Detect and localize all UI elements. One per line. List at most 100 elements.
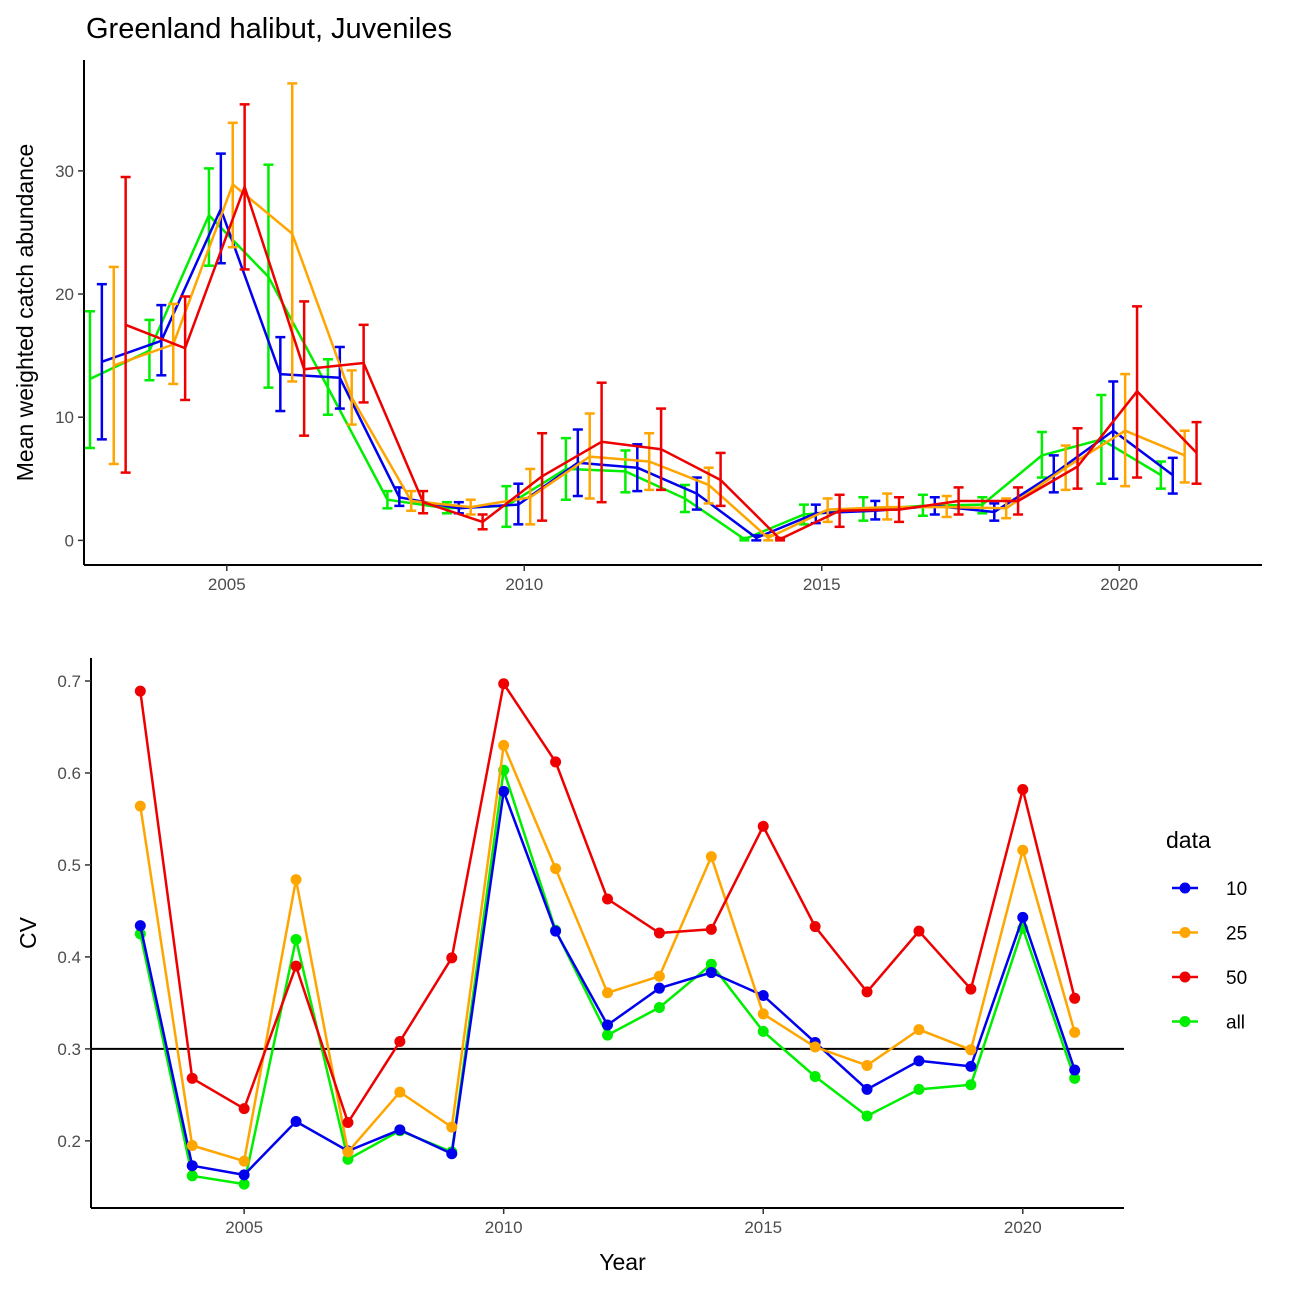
data-point [602,893,613,905]
x-tick-label: 2010 [485,1218,523,1237]
series-line-10 [139,790,1076,1177]
x-tick-label: 2015 [803,575,841,594]
legend-key-point [1179,882,1191,894]
data-point [290,1116,302,1128]
legend-label: 25 [1226,924,1247,945]
data-point [238,1155,250,1167]
data-point [653,927,665,939]
data-point [861,1059,873,1071]
legend-key-point [1179,927,1191,938]
data-point [446,1121,458,1133]
data-point [1069,1072,1081,1084]
data-point [186,1170,198,1182]
data-point [913,1083,925,1095]
data-point [238,1169,250,1181]
data-point [913,1024,925,1036]
data-point [342,1116,354,1128]
y-tick-label: 0.7 [57,672,81,691]
data-point [602,1029,613,1041]
y-tick-label: 0.3 [57,1040,81,1059]
data-point [705,958,717,970]
data-point [290,874,302,886]
data-point [965,1079,977,1091]
data-point [550,756,562,768]
series-all [134,764,1081,1190]
data-point [705,967,717,979]
legend-label: 10 [1226,879,1247,900]
data-point [913,1055,925,1067]
y-tick-label: 20 [55,285,74,304]
series-line-10 [101,207,1174,540]
data-point [1069,1026,1081,1038]
data-point [1017,784,1029,796]
data-point [1069,1064,1081,1076]
chart-title: Greenland halibut, Juveniles [86,13,452,45]
data-point [550,863,562,875]
data-point [134,800,146,812]
data-point [913,925,925,937]
data-point [861,986,873,998]
data-point [1069,992,1081,1004]
data-point [965,1060,977,1072]
legend-key-point [1179,971,1191,983]
series-line-25 [113,183,1186,540]
data-point [705,851,717,863]
data-point [238,1103,250,1115]
series-50 [134,678,1081,1128]
chart-panel-1: 0 10 20 30 2005 2010 2015 2020 Greenland halibut… [12,13,1262,594]
data-point [394,1124,406,1136]
data-point [186,1160,198,1172]
data-point [394,1036,406,1048]
data-point [757,990,769,1002]
legend: data 10 25 50 all [1166,827,1247,1034]
y-tick-label: 0.4 [57,948,81,967]
data-point [394,1086,406,1098]
y-tick-label: 0.2 [57,1132,81,1151]
y-tick-label: 0.6 [57,764,81,783]
data-point [653,970,665,982]
series-line-25 [139,744,1076,1163]
data-point [809,921,821,933]
data-point [498,739,510,751]
x-tick-label: 2020 [1100,575,1138,594]
data-point [809,1070,821,1082]
data-point [653,1001,665,1013]
data-point [1017,844,1029,856]
data-point [602,1019,613,1031]
series-line-all [89,213,1162,541]
data-point [965,983,977,995]
series-line-50 [125,185,1198,541]
data-point [342,1146,354,1158]
data-point [238,1178,250,1190]
y-axis-title: Mean weighted catch abundance [12,144,38,482]
data-point [186,1072,198,1084]
data-point [602,987,613,999]
data-point [705,923,717,935]
data-point [861,1083,873,1095]
data-point [757,1025,769,1037]
x-tick-label: 2020 [1004,1218,1042,1237]
legend-label: 50 [1226,968,1247,989]
series-line-all [139,768,1076,1186]
data-point [134,685,146,697]
y-tick-label: 10 [55,408,74,427]
data-point [757,820,769,832]
series-25 [134,739,1081,1167]
data-point [290,933,302,945]
legend-key-point [1179,1016,1191,1027]
y-tick-label: 30 [55,162,74,181]
data-point [498,678,510,690]
x-axis-title: Year [599,1249,646,1275]
x-tick-label: 2005 [225,1218,263,1237]
data-point [653,982,665,994]
data-point [186,1139,198,1151]
series-10 [96,152,1178,542]
x-tick-label: 2010 [505,575,543,594]
data-point [446,952,458,964]
data-point [498,785,510,797]
legend-title: data [1166,827,1211,853]
data-point [861,1110,873,1122]
data-point [446,1148,458,1160]
